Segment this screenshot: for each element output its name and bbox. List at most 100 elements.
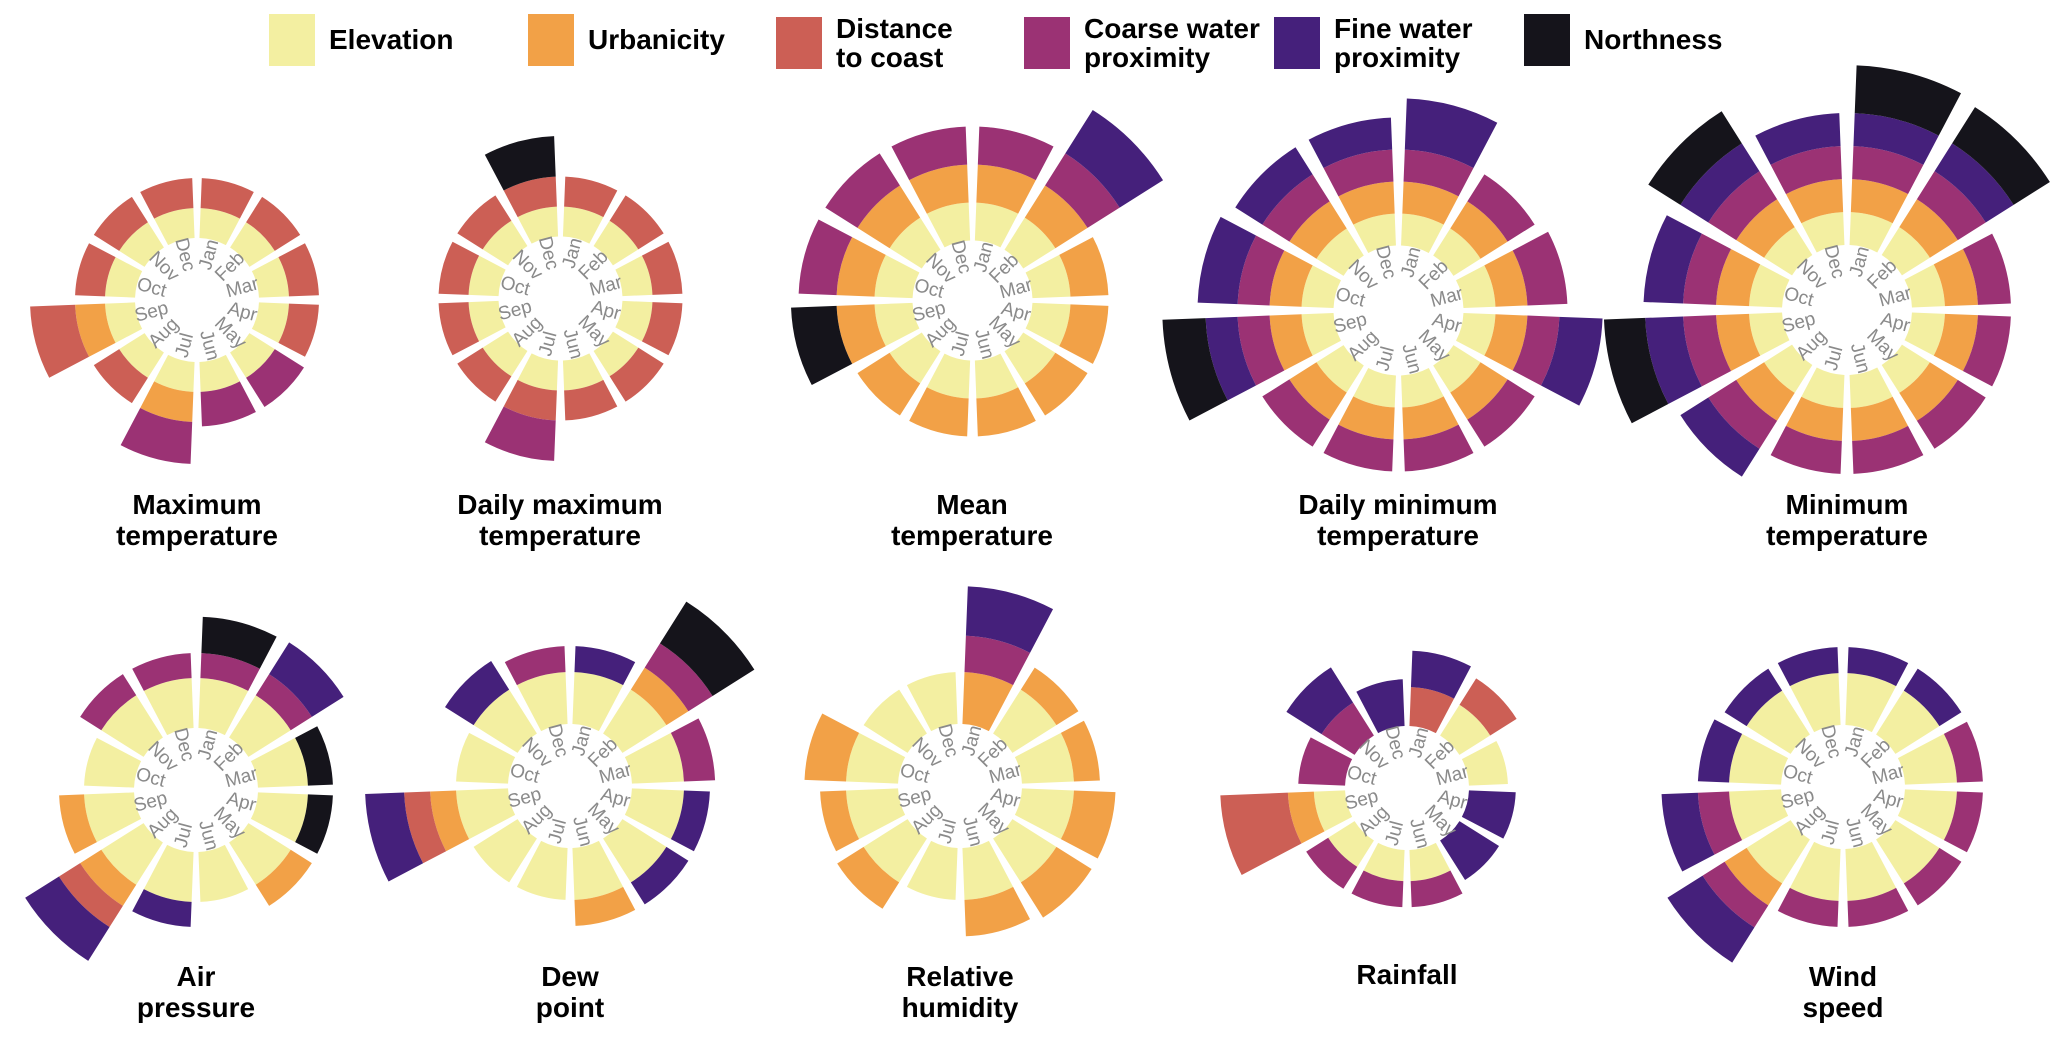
wedge-rainfall-dec-fine_water_proximity <box>1356 679 1405 734</box>
wedge-air-pressure-nov-coarse_water_proximity <box>80 674 137 731</box>
wedge-dew-point-apr-fine_water_proximity <box>670 790 710 852</box>
wedge-maximum-temperature-oct-distance_to_coast <box>75 243 116 297</box>
wedge-minimum-temperature-aug-fine_water_proximity <box>1680 397 1760 477</box>
wedge-daily-minimum-temperature-nov-fine_water_proximity <box>1234 146 1313 225</box>
wedge-maximum-temperature-oct-elevation <box>105 257 143 298</box>
wedge-mean-temperature-nov-urbanicity <box>856 184 920 248</box>
rose-chart-relative-humidity: Jan Feb Mar Apr May Jun Jul Aug Sep Oct Nov Dec <box>754 580 1166 992</box>
wedge-relative-humidity-nov-elevation <box>863 689 927 753</box>
wedge-daily-maximum-temperature-mar-distance_to_coast <box>641 241 682 295</box>
chart-title-daily-minimum-temperature: Daily minimum temperature <box>1298 489 1498 551</box>
rose-chart-daily-maximum-temperature: Jan Feb Mar Apr May Jun Jul Aug Sep Oct Nov Dec <box>392 130 729 467</box>
wedge-wind-speed-aug-urbanicity <box>1724 847 1783 906</box>
wedge-mean-temperature-feb-elevation <box>1004 217 1055 268</box>
wedge-minimum-temperature-nov-coarse_water_proximity <box>1708 171 1778 241</box>
wedge-air-pressure-aug-distance_to_coast <box>58 863 123 928</box>
wedge-daily-maximum-temperature-dec-distance_to_coast <box>503 176 557 217</box>
wedge-wind-speed-aug-fine_water_proximity <box>1667 875 1755 963</box>
wedge-daily-maximum-temperature-jul-coarse_water_proximity <box>484 405 556 461</box>
wedge-rainfall-mar-elevation <box>1461 740 1508 786</box>
wedge-mean-temperature-mar-elevation <box>1025 254 1070 298</box>
legend-swatch-distance-to-coast <box>776 17 822 70</box>
wedge-rainfall-jun-elevation <box>1409 842 1451 882</box>
wedge-wind-speed-feb-elevation <box>1876 690 1940 754</box>
wedge-dew-point-jan-elevation <box>572 672 624 732</box>
wedge-mean-temperature-mar-urbanicity <box>1058 236 1108 297</box>
wedge-wind-speed-jan-elevation <box>1845 673 1897 733</box>
wedge-daily-minimum-temperature-apr-elevation <box>1455 312 1495 356</box>
wedge-mean-temperature-sep-urbanicity <box>836 303 886 364</box>
wedge-daily-minimum-temperature-jul-urbanicity <box>1337 395 1395 439</box>
wedge-air-pressure-jan-elevation <box>198 678 249 736</box>
wedge-dew-point-apr-elevation <box>624 788 684 840</box>
wedge-air-pressure-may-urbanicity <box>255 849 312 906</box>
wedge-dew-point-aug-elevation <box>473 819 537 883</box>
wedge-wind-speed-dec-elevation <box>1789 673 1841 733</box>
rose-chart-wind-speed: Jan Feb Mar Apr May Jun Jul Aug Sep Oct Nov Dec <box>1629 573 2057 1001</box>
chart-title-rainfall: Rainfall <box>1356 959 1458 990</box>
wedge-relative-humidity-jan-fine_water_proximity <box>965 586 1054 653</box>
wedge-minimum-temperature-jun-elevation <box>1849 367 1893 408</box>
wedge-minimum-temperature-apr-urbanicity <box>1933 313 1978 371</box>
wedge-minimum-temperature-sep-elevation <box>1749 312 1790 356</box>
wedge-air-pressure-feb-elevation <box>229 695 291 757</box>
wedge-dew-point-jun-elevation <box>572 840 624 900</box>
wedge-daily-maximum-temperature-jun-elevation <box>562 352 603 390</box>
wedge-dew-point-nov-elevation <box>473 689 537 753</box>
wedge-daily-maximum-temperature-nov-elevation <box>482 220 527 265</box>
month-label-minimum-temperature-jul: Jul <box>1821 344 1848 373</box>
wedge-daily-minimum-temperature-sep-coarse_water_proximity <box>1237 315 1284 385</box>
legend-swatch-coarse-water-proximity <box>1024 17 1070 70</box>
wedge-minimum-temperature-jan-coarse_water_proximity <box>1852 146 1924 195</box>
wedge-daily-minimum-temperature-sep-fine_water_proximity <box>1205 316 1256 400</box>
wedge-air-pressure-apr-elevation <box>250 792 308 843</box>
wedge-mean-temperature-apr-elevation <box>1025 302 1070 346</box>
wedge-wind-speed-mar-coarse_water_proximity <box>1943 721 1983 783</box>
wedge-maximum-temperature-may-coarse_water_proximity <box>246 349 304 407</box>
wedge-minimum-temperature-may-urbanicity <box>1899 362 1958 421</box>
wedge-maximum-temperature-apr-distance_to_coast <box>278 303 319 357</box>
wedge-maximum-temperature-jan-elevation <box>199 208 240 246</box>
wedge-dew-point-mar-coarse_water_proximity <box>670 718 716 782</box>
wedge-daily-minimum-temperature-oct-elevation <box>1301 264 1341 308</box>
wedge-minimum-temperature-apr-coarse_water_proximity <box>1962 315 2011 387</box>
wedge-daily-minimum-temperature-nov-elevation <box>1315 227 1364 276</box>
wedge-rainfall-sep-urbanicity <box>1287 791 1325 844</box>
legend-swatch-elevation <box>269 14 315 66</box>
rose-chart-dew-point: Jan Feb Mar Apr May Jun Jul Aug Sep Oct Nov Dec <box>346 562 794 1010</box>
legend-label-distance-to-coast: Distance to coast <box>836 13 953 74</box>
wedge-wind-speed-apr-elevation <box>1897 789 1957 841</box>
wedge-rainfall-feb-distance_to_coast <box>1459 678 1517 736</box>
wedge-mean-temperature-jun-elevation <box>974 353 1018 398</box>
wedge-maximum-temperature-feb-elevation <box>230 222 275 267</box>
legend-swatch-urbanicity <box>528 14 574 66</box>
wedge-wind-speed-aug-coarse_water_proximity <box>1702 861 1769 928</box>
wedge-wind-speed-feb-fine_water_proximity <box>1903 668 1962 727</box>
wedge-air-pressure-dec-elevation <box>143 678 194 736</box>
wedge-mean-temperature-jan-urbanicity <box>975 164 1036 214</box>
legend-label-coarse-water-proximity: Coarse water proximity <box>1084 13 1260 74</box>
wedge-dew-point-mar-elevation <box>624 732 684 784</box>
chart-title-dew-point: Dew point <box>535 961 605 1023</box>
rose-chart-air-pressure: Jan Feb Mar Apr May Jun Jul Aug Sep Oct Nov Dec <box>0 582 404 998</box>
wedge-relative-humidity-feb-urbanicity <box>1020 667 1079 726</box>
wedge-relative-humidity-jul-elevation <box>906 840 958 900</box>
wedge-air-pressure-aug-urbanicity <box>80 849 137 906</box>
wedge-air-pressure-dec-coarse_water_proximity <box>132 653 192 691</box>
wedge-wind-speed-nov-elevation <box>1746 690 1810 754</box>
wedge-minimum-temperature-aug-urbanicity <box>1736 362 1795 421</box>
wedge-air-pressure-feb-fine_water_proximity <box>269 642 344 717</box>
wedge-minimum-temperature-jul-coarse_water_proximity <box>1770 425 1842 474</box>
wedge-rainfall-apr-fine_water_proximity <box>1461 790 1516 839</box>
wedge-air-pressure-oct-elevation <box>84 737 142 788</box>
wedge-mean-temperature-jan-coarse_water_proximity <box>977 126 1054 180</box>
wedge-minimum-temperature-dec-coarse_water_proximity <box>1770 146 1842 195</box>
wedge-daily-minimum-temperature-feb-coarse_water_proximity <box>1466 173 1535 242</box>
wedge-minimum-temperature-jul-urbanicity <box>1786 396 1844 441</box>
wedge-mean-temperature-nov-elevation <box>889 217 940 268</box>
wedge-dew-point-feb-elevation <box>603 689 667 753</box>
wedge-mean-temperature-dec-coarse_water_proximity <box>890 126 967 180</box>
chart-title-relative-humidity: Relative humidity <box>901 961 1019 1023</box>
wedge-rainfall-jun-coarse_water_proximity <box>1410 870 1463 908</box>
